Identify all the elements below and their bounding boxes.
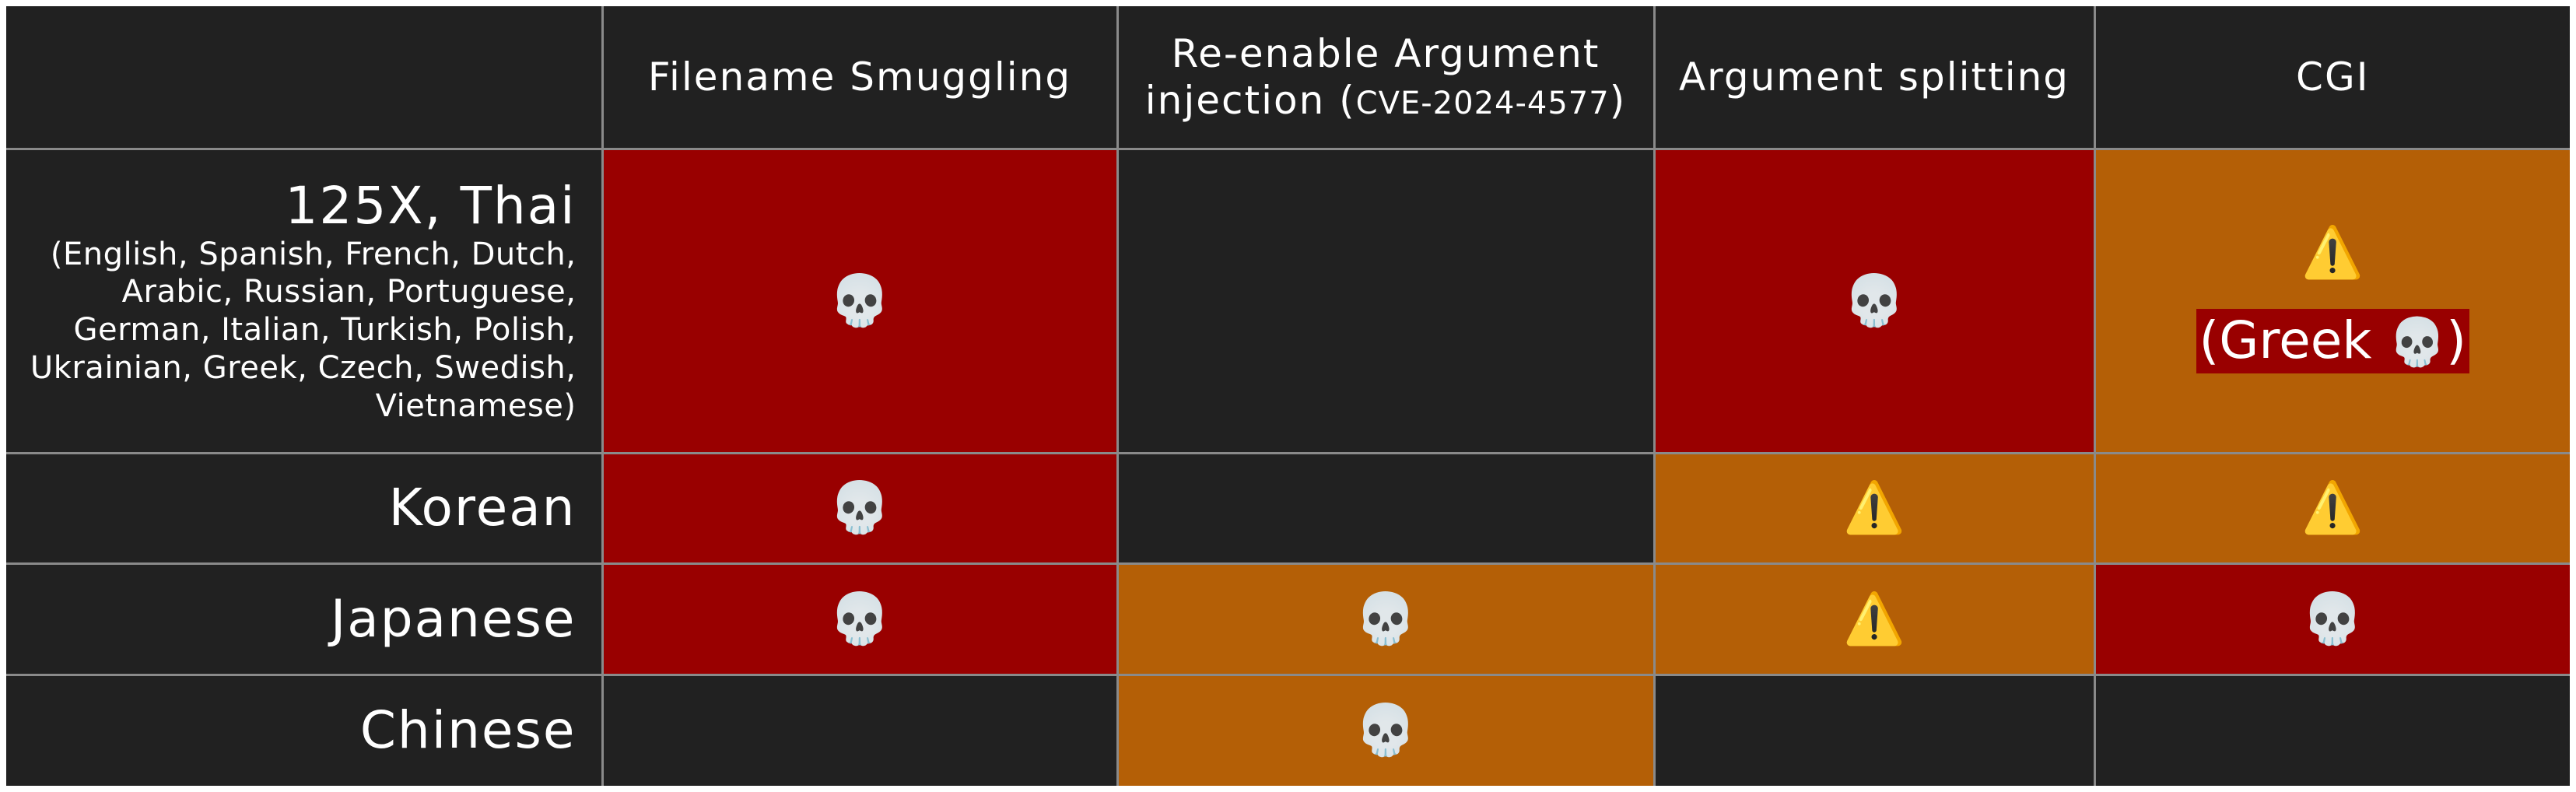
row-sublabel: (English, Spanish, French, Dutch, Arabic… [30,236,577,424]
row-label: Chinese [359,700,577,761]
status-cell-critical: 💀 [1652,147,2096,454]
column-header-filename-smuggling: Filename Smuggling [601,6,1119,150]
status-cell-critical: 💀 [601,147,1119,454]
status-cell-warning: ⚠️ [1652,562,2096,676]
cve-id: CVE-2024-4577 [1355,85,1610,121]
column-header-argument-splitting: Argument splitting [1652,6,2096,150]
skull-icon: 💀 [1843,272,1905,330]
column-header-label: Argument splitting [1678,54,2070,100]
skull-icon: 💀 [1355,590,1417,648]
status-cell-critical: 💀 [601,451,1119,566]
skull-icon: 💀 [829,479,891,538]
vulnerability-matrix: Filename Smuggling Re-enable Argument in… [6,6,2570,786]
header-row: Filename Smuggling Re-enable Argument in… [6,6,2570,150]
warning-icon: ⚠️ [2301,224,2364,282]
corner-cell [6,6,604,150]
skull-icon: 💀 [1355,702,1417,760]
skull-icon: 💀 [829,272,891,330]
greek-note-suffix: ) [2446,310,2466,371]
row-label: Korean [388,478,577,538]
status-cell-empty [1652,673,2096,786]
status-cell-empty [1116,147,1656,454]
greek-exception-note: (Greek 💀) [2196,309,2469,373]
column-header-label-line1: Re-enable Argument [1171,30,1600,76]
status-cell-critical: 💀 [2093,562,2570,676]
row-label-cell: Japanese [6,562,604,676]
column-header-label: CGI [2296,54,2370,100]
status-cell-empty [1116,451,1656,566]
skull-icon: 💀 [829,590,891,648]
matrix-row-korean: Korean 💀 ⚠️ ⚠️ [6,451,2570,566]
column-header-argument-injection: Re-enable Argument injection (CVE-2024-4… [1116,6,1656,150]
status-cell-warning: ⚠️ [2093,451,2570,566]
status-cell-warning: 💀 [1116,562,1656,676]
column-header-label: Filename Smuggling [647,54,1072,100]
status-cell-empty [2093,673,2570,786]
row-label-cell: Korean [6,451,604,566]
row-label: 125X, Thai [285,175,577,236]
matrix-row-125x-thai: 125X, Thai (English, Spanish, French, Du… [6,147,2570,454]
row-label: Japanese [330,589,577,650]
column-header-cgi: CGI [2093,6,2570,150]
status-cell-empty [601,673,1119,786]
matrix-row-japanese: Japanese 💀 💀 ⚠️ 💀 [6,562,2570,676]
greek-note-prefix: (Greek [2199,310,2388,371]
warning-icon: ⚠️ [1843,590,1905,648]
status-cell-warning: ⚠️ (Greek 💀) [2093,147,2570,454]
warning-icon: ⚠️ [1843,479,1905,538]
row-label-cell: 125X, Thai (English, Spanish, French, Du… [6,147,604,454]
skull-icon: 💀 [2388,315,2447,370]
row-label-cell: Chinese [6,673,604,786]
status-cell-warning: 💀 [1116,673,1656,786]
matrix-row-chinese: Chinese 💀 [6,673,2570,786]
status-cell-critical: 💀 [601,562,1119,676]
column-header-label-line2-suffix: ) [1609,77,1627,123]
skull-icon: 💀 [2301,590,2364,648]
column-header-label-line2-prefix: injection ( [1144,77,1356,123]
status-cell-warning: ⚠️ [1652,451,2096,566]
warning-icon: ⚠️ [2301,479,2364,538]
